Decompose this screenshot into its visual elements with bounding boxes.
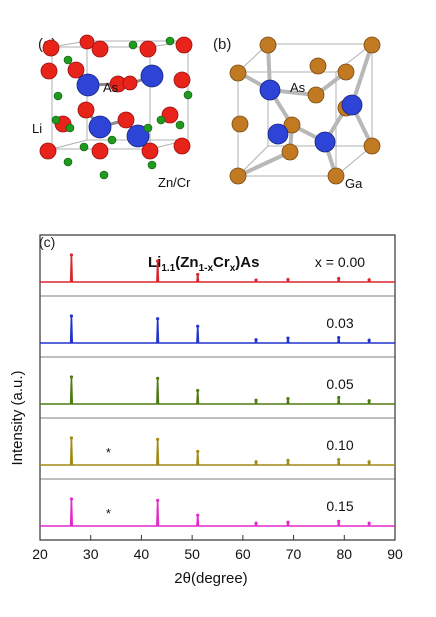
chart-title: Li1.1(Zn1-xCrx)As: [148, 254, 259, 274]
x-tick-label-1: 30: [83, 546, 99, 562]
peak-point-1-0: [69, 314, 74, 318]
peak-point-2-0: [69, 375, 74, 379]
blue-atoms: [76, 64, 164, 148]
series-label-1: 0.03: [326, 315, 353, 331]
panel-a-cell-edges: [51, 40, 189, 150]
peak-point-3-4: [286, 458, 290, 463]
red-atoms: [39, 34, 193, 160]
blue-atoms-b: [259, 79, 363, 153]
peak-point-0-5: [337, 276, 341, 281]
x-tick-label-0: 20: [32, 546, 48, 562]
atom-label-zncr: Zn/Cr: [158, 175, 191, 190]
peak-point-0-6: [367, 278, 371, 282]
panel-c: (c) Li1.1(Zn1-xCrx)As x = 0.00 0.03 0.05 0.…: [9, 234, 403, 587]
x-tick-label-3: 50: [184, 546, 200, 562]
orange-atoms: [229, 36, 381, 185]
peak-point-3-5: [337, 458, 341, 462]
x-axis-ticks: 20 30 40 50 60 70 80 90: [32, 535, 403, 562]
peak-point-1-1: [156, 317, 160, 321]
peak-point-2-4: [286, 397, 290, 401]
plot-frame: [39, 234, 396, 541]
peak-point-2-3: [254, 398, 258, 402]
x-tick-label-2: 40: [134, 546, 150, 562]
peak-point-2-5: [337, 395, 341, 400]
peak-point-4-6: [367, 521, 371, 525]
peak-point-4-4: [286, 520, 290, 524]
series-label-2: 0.05: [326, 376, 353, 392]
peak-point-0-0: [69, 253, 74, 257]
peak-point-0-1: [156, 259, 160, 263]
annotation-asterisk-0: *: [106, 445, 111, 460]
peak-point-3-2: [196, 449, 200, 454]
atom-label-as-b: As: [290, 80, 306, 95]
peak-point-2-6: [367, 399, 371, 403]
x-tick-label-7: 90: [387, 546, 403, 562]
peak-point-1-3: [254, 338, 258, 342]
peak-point-2-1: [156, 376, 160, 380]
peak-point-3-3: [254, 460, 258, 464]
peak-point-1-5: [337, 336, 341, 340]
series-label-0: x = 0.00: [315, 254, 365, 270]
peak-point-1-6: [367, 338, 371, 342]
peak-point-1-2: [196, 324, 200, 328]
peak-point-3-6: [367, 460, 371, 464]
peak-point-4-5: [337, 519, 341, 524]
x-tick-label-5: 70: [286, 546, 302, 562]
x-tick-label-4: 60: [235, 546, 251, 562]
panel-b: (b) As Ga: [213, 36, 381, 191]
panel-b-label: (b): [213, 36, 231, 53]
peak-point-4-0: [69, 497, 74, 501]
peak-point-4-1: [156, 498, 160, 502]
peak-point-0-4: [286, 277, 290, 282]
atom-label-as: As: [103, 80, 119, 95]
atom-label-ga: Ga: [345, 176, 363, 191]
peak-point-4-3: [254, 521, 258, 525]
peak-point-0-3: [254, 278, 258, 282]
peak-point-3-0: [69, 436, 74, 440]
atom-label-li: Li: [32, 121, 42, 136]
peak-point-2-2: [196, 388, 200, 393]
peak-point-1-4: [286, 336, 290, 340]
y-axis-label: Intensity (a.u.): [9, 370, 26, 465]
panel-a: (a): [32, 34, 193, 190]
green-atoms: [51, 36, 193, 180]
panel-c-label: (c): [39, 234, 55, 250]
x-tick-label-6: 80: [337, 546, 353, 562]
peak-point-4-2: [196, 513, 200, 517]
series-label-4: 0.15: [326, 498, 353, 514]
annotation-asterisk-1: *: [106, 506, 111, 521]
x-axis-label: 2θ(degree): [174, 570, 247, 587]
peak-point-0-2: [196, 272, 200, 277]
series-label-3: 0.10: [326, 437, 353, 453]
series-layer: x = 0.00 0.03 0.05 0.10 0.15 * *: [40, 253, 395, 527]
peak-point-3-1: [156, 437, 160, 441]
